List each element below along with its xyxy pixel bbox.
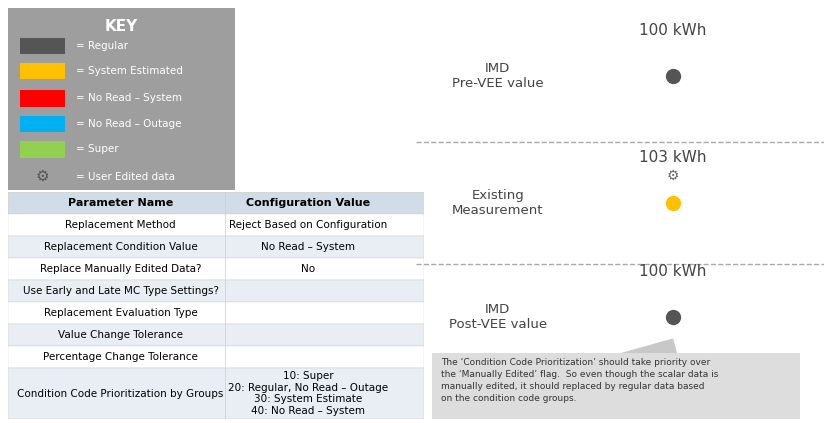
- FancyBboxPatch shape: [8, 192, 424, 214]
- FancyBboxPatch shape: [8, 324, 424, 346]
- FancyBboxPatch shape: [20, 91, 65, 107]
- FancyBboxPatch shape: [20, 38, 65, 54]
- FancyBboxPatch shape: [8, 236, 424, 258]
- Text: ⚙: ⚙: [667, 168, 679, 183]
- FancyBboxPatch shape: [8, 368, 424, 419]
- Text: Reject Based on Configuration: Reject Based on Configuration: [229, 220, 387, 231]
- Text: Replace Manually Edited Data?: Replace Manually Edited Data?: [40, 264, 201, 275]
- Text: Existing
Measurement: Existing Measurement: [452, 189, 544, 217]
- Text: 100 kWh: 100 kWh: [639, 23, 707, 38]
- Text: The ‘Condition Code Prioritization’ should take priority over
the ‘Manually Edit: The ‘Condition Code Prioritization’ shou…: [441, 358, 718, 403]
- Text: = No Read – System: = No Read – System: [76, 93, 182, 104]
- Text: IMD
Pre-VEE value: IMD Pre-VEE value: [452, 62, 544, 90]
- FancyBboxPatch shape: [8, 302, 424, 324]
- Text: Configuration Value: Configuration Value: [246, 198, 370, 209]
- Text: = Regular: = Regular: [76, 41, 129, 51]
- FancyBboxPatch shape: [8, 8, 235, 190]
- Text: Replacement Condition Value: Replacement Condition Value: [44, 242, 198, 253]
- Text: 100 kWh: 100 kWh: [639, 264, 707, 279]
- Text: = Super: = Super: [76, 144, 119, 154]
- Text: Replacement Method: Replacement Method: [65, 220, 176, 231]
- Text: Condition Code Prioritization by Groups: Condition Code Prioritization by Groups: [17, 389, 224, 398]
- Text: = No Read – Outage: = No Read – Outage: [76, 119, 182, 129]
- Polygon shape: [620, 338, 677, 353]
- Text: Use Early and Late MC Type Settings?: Use Early and Late MC Type Settings?: [22, 286, 218, 297]
- Text: = System Estimated: = System Estimated: [76, 66, 183, 76]
- Text: No: No: [301, 264, 315, 275]
- Text: No Read – System: No Read – System: [261, 242, 355, 253]
- FancyBboxPatch shape: [20, 141, 65, 158]
- FancyBboxPatch shape: [8, 214, 424, 236]
- FancyBboxPatch shape: [8, 280, 424, 302]
- Text: 10: Super
20: Regular, No Read – Outage
30: System Estimate
40: No Read – System: 10: Super 20: Regular, No Read – Outage …: [227, 371, 388, 416]
- Text: Parameter Name: Parameter Name: [68, 198, 173, 209]
- FancyBboxPatch shape: [8, 346, 424, 368]
- Text: ⚙: ⚙: [35, 169, 49, 184]
- Text: = User Edited data: = User Edited data: [76, 172, 176, 182]
- Text: 103 kWh: 103 kWh: [639, 150, 707, 165]
- FancyBboxPatch shape: [20, 63, 65, 80]
- Text: Percentage Change Tolerance: Percentage Change Tolerance: [43, 352, 198, 363]
- FancyBboxPatch shape: [20, 116, 65, 132]
- FancyBboxPatch shape: [8, 258, 424, 280]
- Text: Replacement Evaluation Type: Replacement Evaluation Type: [44, 308, 198, 319]
- Text: Value Change Tolerance: Value Change Tolerance: [59, 330, 183, 341]
- Text: IMD
Post-VEE value: IMD Post-VEE value: [448, 303, 547, 331]
- FancyBboxPatch shape: [433, 353, 799, 419]
- Text: KEY: KEY: [105, 19, 138, 34]
